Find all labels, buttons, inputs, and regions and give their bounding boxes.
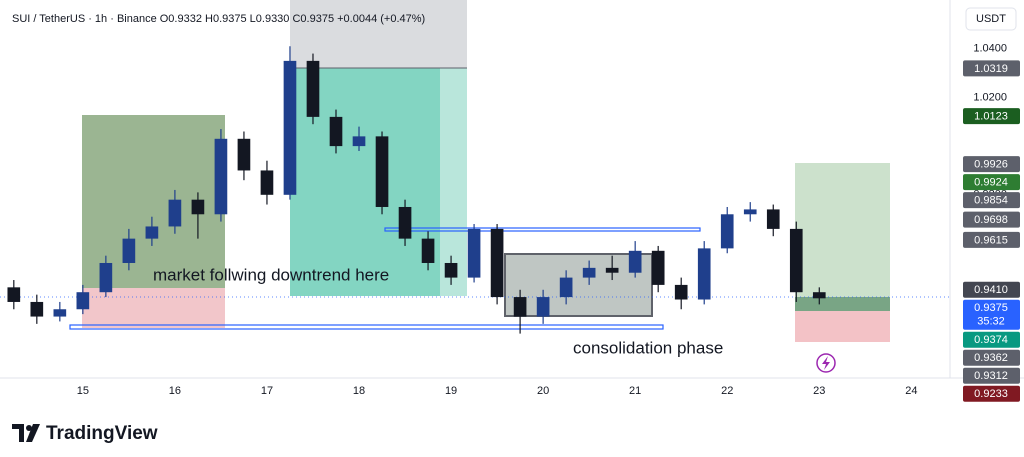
- candle-body: [260, 170, 274, 195]
- candle-body: [214, 138, 228, 215]
- candle-body: [53, 309, 67, 317]
- price-tag: [963, 349, 1020, 366]
- y-tick-label: 1.0400: [973, 43, 1007, 55]
- candle-body: [697, 248, 711, 300]
- short-target-extension: [440, 68, 467, 296]
- consolidation-box: [504, 253, 653, 317]
- candle-body: [651, 250, 665, 285]
- candle-body: [375, 136, 389, 207]
- candle-body: [444, 262, 458, 278]
- price-tag: [963, 108, 1020, 125]
- candle-body: [743, 209, 757, 215]
- candle-body: [605, 267, 619, 273]
- annotation: consolidation phase: [573, 338, 723, 357]
- candle-body: [7, 287, 21, 302]
- resistance-line: [384, 227, 701, 232]
- price-tag-countdown: 35:32: [977, 316, 1005, 328]
- price-tag: [963, 192, 1020, 209]
- candle-body: [122, 238, 136, 263]
- x-tick-label: 19: [445, 385, 457, 397]
- candle-body: [766, 209, 780, 229]
- candle-body: [513, 297, 527, 317]
- price-tag-label: 0.9374: [974, 334, 1008, 346]
- candle-body: [467, 228, 481, 278]
- price-tag: [963, 156, 1020, 173]
- candle-body: [329, 116, 343, 147]
- y-tick-label: 1.0200: [973, 91, 1007, 103]
- short-stop-zone: [290, 0, 467, 68]
- price-tag: [963, 331, 1020, 348]
- price-tag-label: 0.9615: [974, 234, 1008, 246]
- x-tick-label: 21: [629, 385, 641, 397]
- candle-body: [99, 262, 113, 293]
- candle-body: [674, 284, 688, 300]
- candle-body: [789, 228, 803, 293]
- x-tick-label: 15: [77, 385, 89, 397]
- candle-body: [168, 199, 182, 227]
- brand: TradingView: [46, 423, 158, 444]
- price-tag: [963, 367, 1020, 384]
- candle-body: [76, 292, 90, 310]
- price-tag: [963, 60, 1020, 77]
- price-tag: [963, 281, 1020, 298]
- x-tick-label: 22: [721, 385, 733, 397]
- currency-button[interactable]: [965, 7, 1017, 31]
- candle-body: [145, 226, 159, 239]
- x-tick-label: 20: [537, 385, 549, 397]
- price-tag: [963, 231, 1020, 248]
- candle-body: [398, 206, 412, 239]
- x-tick-label: 16: [169, 385, 181, 397]
- entry-zone: [795, 297, 890, 311]
- candle-body: [812, 292, 826, 299]
- candle-body: [191, 199, 205, 215]
- price-tag-label: 0.9410: [974, 284, 1008, 296]
- price-tag-label: 0.9926: [974, 159, 1008, 171]
- currency[interactable]: USDT: [976, 13, 1006, 25]
- x-tick-label: 24: [905, 385, 917, 397]
- event-bolt: [822, 356, 830, 370]
- candle-body: [628, 250, 642, 273]
- candle-body: [720, 214, 734, 249]
- price-tag-label: 0.9312: [974, 370, 1008, 382]
- price-tag-label: 1.0319: [974, 63, 1008, 75]
- price-tag: [963, 299, 1020, 330]
- target-zone: [795, 163, 890, 297]
- support-line: [69, 324, 664, 330]
- x-tick-label: 17: [261, 385, 273, 397]
- candle-body: [582, 267, 596, 278]
- chart-title: SUI / TetherUS · 1h · Binance O0.9332 H0…: [12, 13, 425, 25]
- long-stop-zone: [82, 288, 225, 328]
- price-tag-label: 0.9698: [974, 214, 1008, 226]
- stop-zone: [795, 311, 890, 342]
- price-tag-label: 0.9924: [974, 177, 1008, 189]
- candle-body: [421, 238, 435, 263]
- candle-body: [490, 228, 504, 298]
- candle-body: [352, 136, 366, 147]
- price-tag: [963, 174, 1020, 191]
- price-tag-label: 0.9375: [974, 302, 1008, 314]
- x-tick-label: 23: [813, 385, 825, 397]
- candles: [7, 46, 826, 334]
- candle-body: [306, 60, 320, 117]
- candle-body: [536, 297, 550, 317]
- candle-body: [237, 138, 251, 171]
- price-tag-label: 0.9362: [974, 352, 1008, 364]
- price-tag: [963, 385, 1020, 402]
- price-tag-label: 1.0123: [974, 111, 1008, 123]
- candle-body: [559, 277, 573, 298]
- price-tag-label: 0.9233: [974, 388, 1008, 400]
- x-tick-label: 18: [353, 385, 365, 397]
- candle-body: [30, 301, 44, 317]
- price-tag-label: 0.9854: [974, 195, 1008, 207]
- candle-body: [283, 60, 297, 195]
- brand-logo: [12, 424, 40, 442]
- annotation: market follwing downtrend here: [153, 265, 389, 284]
- price-tag: [963, 211, 1020, 228]
